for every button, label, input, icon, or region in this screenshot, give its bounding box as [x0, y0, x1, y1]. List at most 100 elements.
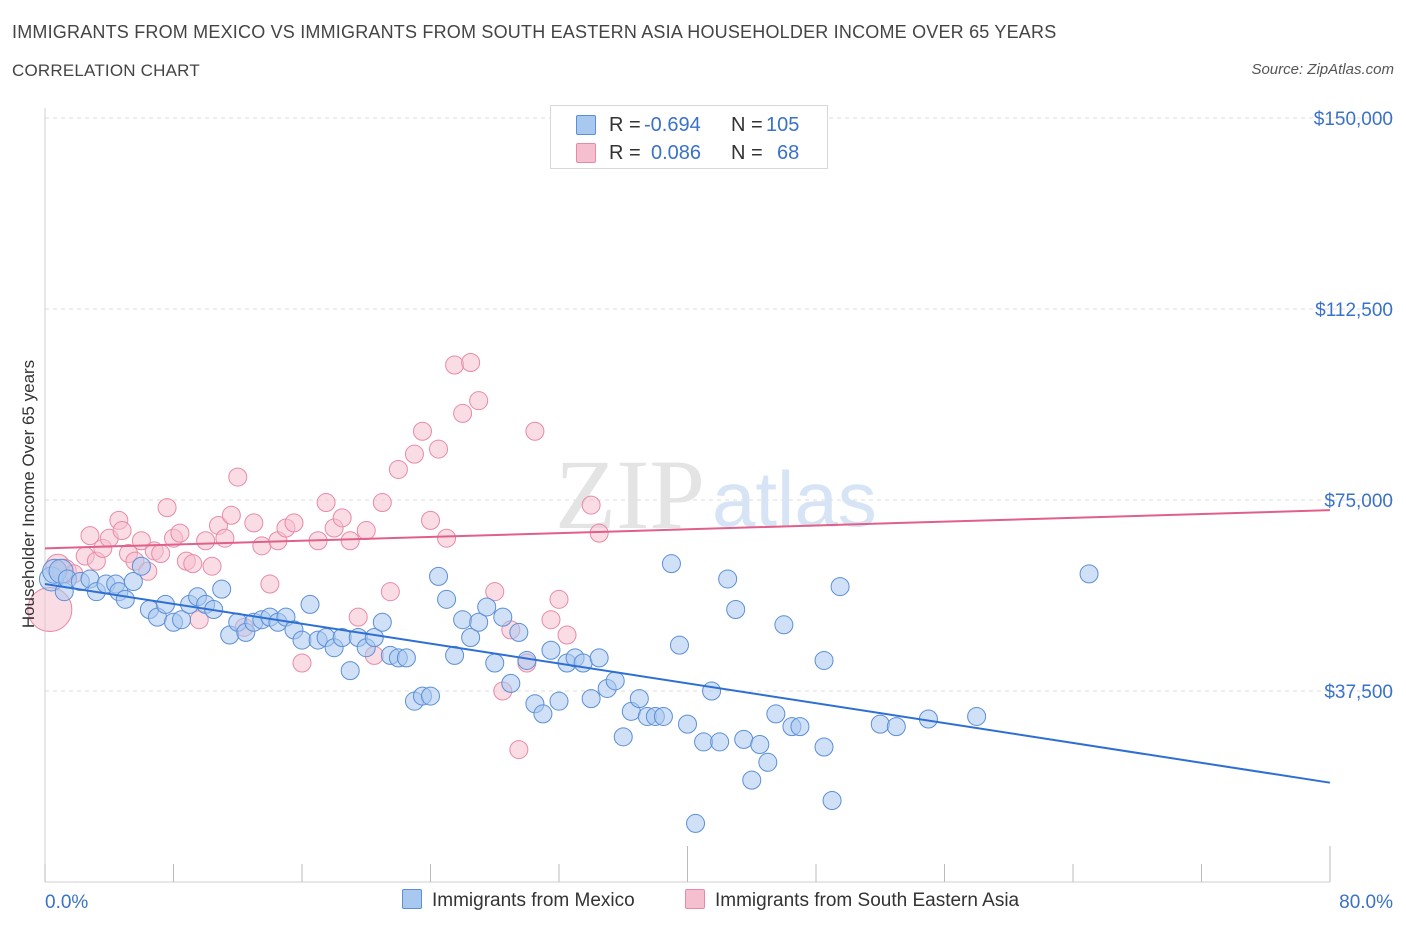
legend-r-label: R = [609, 114, 641, 136]
mexico-point [541, 640, 561, 660]
bottom-legend-label: Immigrants from South Eastern Asia [715, 890, 1020, 911]
mexico-point [702, 681, 722, 701]
mexico-point [686, 813, 706, 833]
sea-point [445, 355, 465, 375]
mexico-point [364, 628, 384, 648]
sea-point [541, 610, 561, 630]
sea-point [157, 498, 177, 518]
mexico-point [429, 566, 449, 586]
sea-point [404, 444, 424, 464]
sea-point [80, 526, 100, 546]
mexico-point [814, 737, 834, 757]
mexico-point [886, 717, 906, 737]
chart-subtitle: CORRELATION CHART [12, 61, 200, 80]
mexico-point [766, 704, 786, 724]
mexico-point [814, 650, 834, 670]
legend-swatch-mexico [576, 115, 596, 135]
mexico-point [461, 628, 481, 648]
mexico-point [300, 594, 320, 614]
sea-point [196, 531, 216, 551]
mexico-point [710, 732, 730, 752]
mexico-point [661, 554, 681, 574]
sea-point [292, 653, 312, 673]
sea-point [437, 528, 457, 548]
sea-point [284, 513, 304, 533]
sea-point [549, 589, 569, 609]
mexico-point [292, 630, 312, 650]
sea-point [151, 543, 171, 563]
sea-point [340, 531, 360, 551]
watermark-atlas: atlas [712, 455, 877, 543]
sea-point [485, 582, 505, 602]
y-tick-label: $75,000 [1324, 491, 1393, 512]
sea-point [388, 459, 408, 479]
sea-point [348, 607, 368, 627]
sea-point [461, 352, 481, 372]
mexico-trend-line [44, 583, 1331, 784]
mexico-point [669, 635, 689, 655]
mexico-point [694, 732, 714, 752]
sea-point [112, 521, 132, 541]
sea-point [372, 493, 392, 513]
legend-r-value: 0.086 [651, 142, 702, 164]
sea-point [429, 439, 449, 459]
mexico-point [629, 689, 649, 709]
correlation-legend: R = -0.694 N = 105 R = 0.086 N = 68 [550, 105, 828, 169]
bottom-legend-label: Immigrants from Mexico [432, 890, 635, 911]
bottom-legend-mexico: Immigrants from Mexico [402, 889, 635, 912]
mexico-point [758, 752, 778, 772]
legend-r-value: -0.694 [644, 114, 701, 136]
mexico-point [437, 589, 457, 609]
legend-n-label: N = [731, 114, 763, 136]
y-tick-label: $112,500 [1315, 300, 1393, 321]
mexico-point [115, 589, 135, 609]
mexico-point [870, 714, 890, 734]
mexico-point [509, 622, 529, 642]
sea-point [469, 391, 489, 411]
mexico-point [774, 615, 794, 635]
y-axis-label: Householder Income Over 65 years [19, 360, 38, 628]
mexico-point [613, 727, 633, 747]
mexico-point [340, 661, 360, 681]
bottom-legend-swatch-sea [685, 889, 705, 909]
mexico-point [396, 648, 416, 668]
sea-point [170, 523, 190, 543]
mexico-point [501, 673, 521, 693]
mexico-point [485, 653, 505, 673]
mexico-point [742, 770, 762, 790]
mexico-point [493, 607, 513, 627]
mexico-point [172, 610, 192, 630]
mexico-point [1079, 564, 1099, 584]
axes [44, 108, 1331, 883]
mexico-point [453, 610, 473, 630]
legend-row-mexico: R = -0.694 N = 105 [551, 110, 827, 138]
sea-point [228, 467, 248, 487]
sea-point [380, 582, 400, 602]
sea-point [581, 495, 601, 515]
legend-swatch-sea [576, 143, 596, 163]
sea-point [557, 625, 577, 645]
mexico-point [653, 706, 673, 726]
mexico-point [750, 734, 770, 754]
sea-point [221, 505, 241, 525]
mexico-point [678, 714, 697, 734]
grid-lines [45, 117, 1395, 692]
bottom-legend-swatch-mexico [402, 889, 422, 909]
y-tick-label: $37,500 [1324, 682, 1393, 703]
legend-row-sea: R = 0.086 N = 68 [551, 138, 827, 166]
sea-point [421, 510, 440, 530]
mexico-point [421, 686, 440, 706]
mexico-point [131, 556, 151, 576]
source-label: Source: ZipAtlas.com [1251, 61, 1394, 78]
sea-trend-line [44, 509, 1331, 550]
sea-point [589, 523, 609, 543]
sea-point [260, 574, 280, 594]
series-mexico-points [38, 554, 1099, 833]
mexico-point [605, 671, 625, 691]
sea-point [244, 513, 264, 533]
mexico-point [212, 579, 232, 599]
chart-title: IMMIGRANTS FROM MEXICO VS IMMIGRANTS FRO… [12, 22, 1057, 42]
mexico-point [469, 612, 489, 632]
mexico-point [372, 612, 392, 632]
